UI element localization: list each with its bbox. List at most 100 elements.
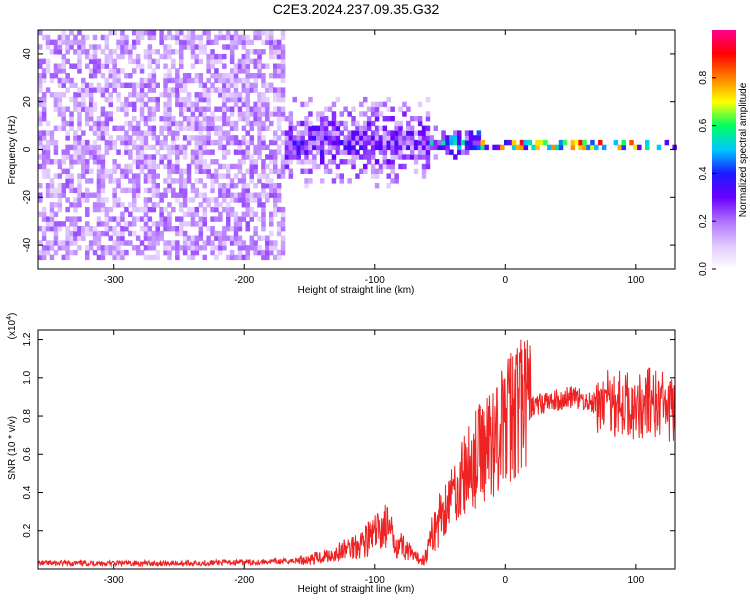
spectrogram-cell bbox=[198, 120, 204, 127]
spectrogram-cell bbox=[276, 197, 282, 203]
spectrogram-cell bbox=[143, 187, 149, 194]
spectrogram-cell bbox=[108, 68, 113, 74]
spectrogram-cell bbox=[218, 139, 223, 146]
spectrogram-cell bbox=[100, 245, 106, 251]
spectrogram-cell bbox=[128, 82, 133, 88]
spectrogram-cell bbox=[370, 173, 376, 179]
spectrogram-cell bbox=[155, 58, 160, 65]
spectrogram-cell bbox=[120, 173, 125, 179]
spectrogram-cell bbox=[132, 192, 137, 198]
spectrogram-cell bbox=[159, 206, 164, 213]
spectrogram-cell bbox=[96, 206, 102, 213]
spectrogram-cell bbox=[124, 111, 129, 117]
spectrogram-cell bbox=[124, 130, 129, 136]
spectrogram-cell bbox=[206, 120, 211, 127]
spectrogram-cell bbox=[245, 254, 250, 261]
spectrogram-cell bbox=[226, 135, 231, 141]
spectrogram-cell bbox=[124, 44, 129, 50]
spectrogram-cell bbox=[128, 221, 133, 227]
spectrogram-cell bbox=[38, 101, 43, 108]
spectrogram-cell bbox=[171, 135, 176, 141]
spectrogram-cell bbox=[308, 111, 313, 117]
spectrogram-cell bbox=[159, 92, 164, 98]
spectrogram-cell bbox=[38, 240, 43, 246]
spectrogram-cell bbox=[139, 130, 145, 136]
spectrogram-cell bbox=[496, 144, 501, 151]
spectrogram-cell bbox=[120, 249, 125, 256]
spectrogram-cell bbox=[81, 130, 86, 136]
spectrogram-cell bbox=[245, 154, 250, 160]
spectrogram-cell bbox=[41, 144, 47, 151]
spectrogram-cell bbox=[233, 230, 239, 237]
spectrogram-cell bbox=[257, 197, 262, 203]
spectrogram-cell bbox=[41, 216, 47, 222]
spectrogram-cell bbox=[280, 249, 286, 256]
spectrogram-cell bbox=[139, 63, 145, 69]
spectrogram-cell bbox=[308, 120, 313, 127]
spectrogram-cell bbox=[120, 226, 125, 232]
spectrogram-cell bbox=[163, 77, 168, 84]
spectrogram-cell bbox=[49, 39, 55, 45]
spectrogram-cell bbox=[139, 77, 145, 84]
spectrogram-cell bbox=[398, 125, 403, 131]
spectrogram-cell bbox=[245, 197, 250, 203]
spectrogram-cell bbox=[194, 101, 200, 108]
y-tick-label: 0.4 bbox=[22, 485, 33, 499]
spectrogram-cell bbox=[167, 73, 172, 79]
spectrogram-cell bbox=[531, 144, 536, 151]
spectrogram-cell bbox=[104, 139, 110, 146]
spectrogram-cell bbox=[163, 163, 168, 170]
spectrogram-cell bbox=[261, 202, 266, 208]
spectrogram-cell bbox=[276, 111, 282, 117]
spectrogram-cell bbox=[49, 206, 55, 213]
spectrogram-cell bbox=[523, 144, 529, 151]
spectrogram-cell bbox=[273, 159, 278, 165]
spectrogram-cell bbox=[355, 149, 360, 155]
spectrogram-cell bbox=[374, 159, 380, 165]
spectrogram-cell bbox=[253, 30, 258, 36]
spectrogram-cell bbox=[273, 163, 278, 170]
spectrogram-cell bbox=[190, 106, 196, 112]
x-tick-label: -300 bbox=[104, 275, 124, 286]
spectrogram-cell bbox=[163, 101, 168, 108]
spectrogram-cell bbox=[92, 87, 98, 93]
spectrogram-cell bbox=[249, 240, 254, 246]
spectrogram-cell bbox=[108, 111, 113, 117]
spectrogram-cell bbox=[186, 120, 192, 127]
colorbar-tick-label: 0.0 bbox=[698, 262, 709, 276]
spectrogram-cell bbox=[132, 58, 137, 65]
spectrogram-cell bbox=[402, 135, 407, 141]
spectrogram-cell bbox=[128, 135, 133, 141]
spectrogram-cell bbox=[265, 63, 270, 69]
spectrogram-cell bbox=[316, 144, 321, 151]
spectrogram-cell bbox=[61, 159, 66, 165]
spectrogram-cell bbox=[81, 192, 86, 198]
spectrogram-cell bbox=[104, 216, 110, 222]
spectrogram-cell bbox=[100, 221, 106, 227]
spectrogram-cell bbox=[163, 240, 168, 246]
spectrogram-cell bbox=[38, 58, 43, 65]
spectrogram-cell bbox=[112, 159, 117, 165]
spectrogram-cell bbox=[77, 183, 82, 189]
spectrogram-cell bbox=[112, 168, 117, 174]
spectrogram-cell bbox=[151, 111, 157, 117]
spectrogram-cell bbox=[85, 178, 90, 184]
spectrogram-cell bbox=[265, 197, 270, 203]
spectrogram-cell bbox=[312, 159, 317, 165]
spectrogram-cell bbox=[151, 154, 157, 160]
y-tick-label: 0.8 bbox=[22, 409, 33, 423]
spectrogram-cell bbox=[402, 111, 407, 117]
spectrogram-cell bbox=[73, 101, 78, 108]
spectrogram-cell bbox=[132, 173, 137, 179]
spectrogram-cell bbox=[378, 144, 384, 151]
spectrogram-cell bbox=[61, 34, 66, 41]
spectrogram-cell bbox=[335, 120, 341, 127]
spectrogram-cell bbox=[402, 130, 407, 136]
spectrogram-cell bbox=[378, 125, 384, 131]
spectrogram-cell bbox=[390, 106, 395, 112]
spectrogram-cell bbox=[96, 254, 102, 261]
spectrogram-cell bbox=[88, 240, 94, 246]
spectrogram-cell bbox=[190, 211, 196, 217]
spectrogram-cell bbox=[53, 68, 59, 74]
spectrogram-cell bbox=[175, 101, 180, 108]
